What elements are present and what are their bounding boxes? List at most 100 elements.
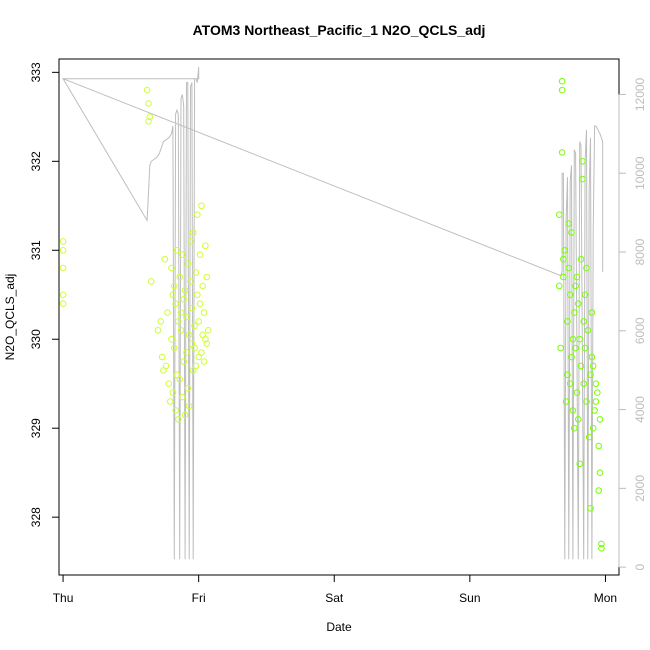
data-point: [576, 460, 584, 468]
data-point: [59, 291, 67, 299]
data-point: [177, 327, 185, 334]
data-point: [168, 264, 175, 272]
data-point: [557, 344, 565, 352]
data-point: [589, 424, 597, 432]
data-point: [558, 149, 566, 156]
data-point: [569, 335, 577, 343]
data-point: [181, 287, 189, 294]
data-point: [203, 273, 211, 281]
chart-title: ATOM3 Northeast_Pacific_1 N2O_QCLS_adj: [193, 22, 486, 38]
data-point: [596, 469, 604, 477]
data-point: [184, 260, 192, 267]
data-point: [184, 384, 192, 392]
data-point: [577, 255, 585, 263]
data-point: [556, 282, 563, 290]
data-point: [566, 291, 574, 299]
data-point: [172, 407, 179, 414]
data-point: [572, 344, 579, 352]
data-point: [164, 309, 171, 316]
data-point: [147, 278, 155, 285]
data-point: [595, 487, 603, 494]
data-point: [166, 398, 174, 405]
data-point: [580, 318, 588, 325]
x-axis: Thu Fri Sat Sun Mon: [53, 574, 617, 605]
data-point: [192, 362, 200, 370]
data-point: [200, 309, 208, 316]
y2-tick-label: 8000: [633, 238, 647, 265]
data-point: [568, 353, 575, 361]
data-point: [558, 77, 566, 85]
data-point: [575, 300, 582, 308]
data-point: [158, 353, 166, 361]
x-tick-label: Thu: [53, 591, 74, 605]
data-point: [575, 416, 582, 423]
y2-tick-label: 6000: [633, 317, 647, 344]
data-point: [191, 322, 198, 330]
data-point: [194, 211, 201, 218]
data-point: [588, 353, 596, 361]
data-point: [185, 331, 193, 339]
data-point: [572, 282, 579, 290]
data-point: [589, 362, 597, 370]
data-point: [198, 202, 205, 210]
data-point: [204, 327, 212, 334]
data-point: [196, 251, 204, 258]
data-point: [59, 238, 67, 245]
data-point: [192, 269, 200, 276]
y-tick-label: 329: [29, 418, 43, 438]
data-point: [171, 344, 178, 352]
data-point: [560, 255, 567, 263]
data-point: [177, 309, 185, 316]
data-point: [571, 309, 578, 316]
y-tick-label: 333: [29, 62, 43, 82]
data-point: [59, 264, 67, 272]
x-tick-label: Mon: [594, 591, 617, 605]
data-point: [187, 238, 194, 245]
data-point: [169, 389, 177, 396]
data-point: [196, 300, 204, 308]
data-point: [180, 358, 187, 365]
data-point: [556, 211, 563, 218]
data-point: [595, 442, 603, 450]
data-point: [598, 545, 605, 552]
altitude-line: [61, 66, 604, 560]
data-point: [585, 433, 593, 441]
data-point: [598, 540, 605, 548]
data-point: [564, 318, 571, 325]
data-point: [564, 371, 571, 379]
data-point: [161, 255, 169, 263]
data-point: [181, 411, 189, 419]
data-point: [560, 273, 567, 281]
n2o-series: [59, 77, 605, 552]
data-point: [187, 278, 194, 285]
data-point: [581, 344, 589, 352]
data-point: [573, 389, 581, 396]
y-tick-label: 332: [29, 151, 43, 171]
data-point: [565, 264, 573, 272]
data-point: [566, 380, 574, 388]
data-point: [580, 380, 588, 388]
data-point: [59, 300, 67, 308]
plot-frame: [58, 58, 620, 576]
data-point: [576, 335, 584, 343]
data-point: [175, 416, 182, 423]
y-axis-left: 328 329 330 331 332 333: [29, 62, 60, 527]
data-point: [183, 313, 190, 321]
data-point: [583, 398, 590, 405]
x-tick-label: Sat: [325, 591, 344, 605]
data-point: [202, 242, 209, 250]
data-point: [561, 247, 569, 254]
data-point: [203, 340, 211, 348]
x-axis-label: Date: [326, 620, 352, 634]
y2-tick-label: 0: [633, 563, 647, 570]
data-point: [176, 376, 183, 383]
data-point: [191, 344, 198, 352]
data-point: [183, 349, 190, 356]
data-point: [571, 424, 578, 432]
data-point: [59, 247, 67, 254]
data-point: [168, 335, 175, 343]
data-point: [573, 273, 581, 281]
y-tick-label: 330: [29, 329, 43, 349]
data-point: [172, 300, 179, 308]
